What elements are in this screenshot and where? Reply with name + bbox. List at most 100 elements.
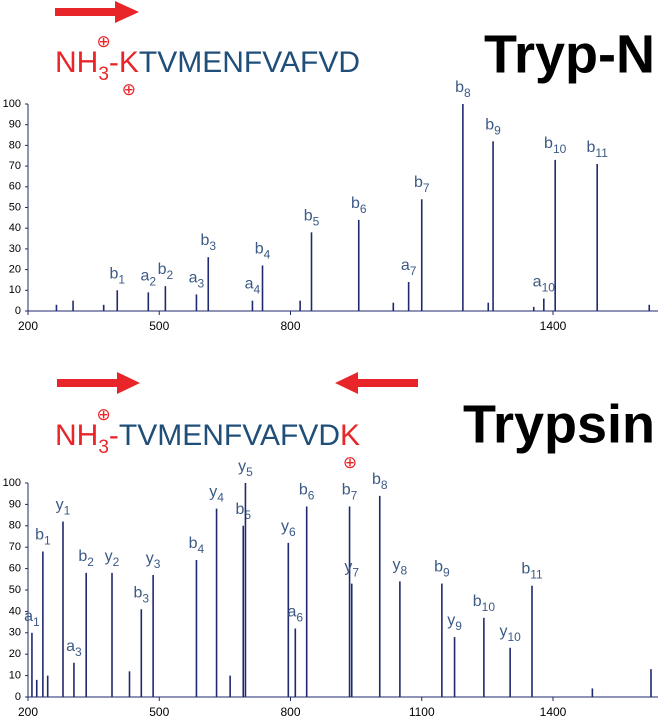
peak-label: b7: [342, 482, 358, 503]
ion-number: 3: [75, 645, 82, 659]
y-tick-label: 20: [9, 264, 21, 276]
peak-label: b5: [304, 207, 320, 228]
ion-type: b: [255, 240, 264, 257]
ion-type: b: [299, 482, 308, 499]
y-tick-label: 40: [9, 222, 21, 234]
ion-number: 7: [351, 489, 358, 503]
sequence-subscript: 3: [98, 64, 109, 85]
peak-label: a6: [288, 604, 304, 625]
ion-number: 3: [142, 591, 149, 605]
ion-type: b: [342, 482, 351, 499]
ion-type: b: [372, 471, 381, 488]
x-tick-label: 1100: [409, 705, 435, 716]
ion-number: 9: [494, 123, 501, 137]
peak-label: b9: [485, 116, 501, 137]
peak-label: y10: [499, 623, 521, 644]
ion-type: y: [344, 559, 352, 576]
y-tick-label: 10: [9, 284, 21, 296]
peak-label: y4: [209, 484, 224, 505]
ion-number: 6: [308, 489, 315, 503]
ion-type: b: [200, 232, 209, 249]
ion-type: a: [66, 638, 75, 655]
ion-number: 10: [553, 142, 567, 156]
ion-type: y: [209, 484, 217, 501]
peak-label: b5: [235, 501, 251, 522]
peak-label: b4: [255, 240, 271, 261]
peak-label: a7: [401, 257, 417, 278]
peak-label: b8: [372, 471, 388, 492]
ion-type: b: [455, 79, 464, 96]
ion-type: b: [235, 501, 244, 518]
y-tick-label: 20: [9, 648, 21, 660]
peak-label: a1: [24, 608, 40, 629]
ion-number: 5: [244, 508, 251, 522]
peak-label: b9: [434, 559, 450, 580]
ion-type: b: [485, 116, 494, 133]
peak-label: y6: [281, 518, 296, 539]
y-tick-label: 40: [9, 605, 21, 617]
ion-type: b: [158, 261, 167, 278]
ion-number: 3: [198, 276, 205, 290]
ion-type: y: [393, 556, 401, 573]
chart-title: Trypsin: [463, 394, 655, 454]
y-tick-label: 100: [3, 477, 21, 489]
ion-number: 2: [149, 274, 156, 288]
peak-label: a10: [533, 274, 556, 295]
sequence-text: TVMENFVAFVD: [119, 419, 340, 452]
peak-label: y2: [105, 548, 120, 569]
ion-number: 1: [118, 272, 125, 286]
charge-sign: ⊕: [97, 32, 111, 51]
x-tick-label: 500: [149, 705, 169, 716]
peak-label: b10: [544, 135, 567, 156]
sequence-subscript: 3: [98, 437, 109, 458]
ion-type: b: [434, 559, 443, 576]
peak-label: y8: [393, 556, 408, 577]
ion-type: a: [401, 257, 410, 274]
peak-label: a3: [189, 269, 205, 290]
y-tick-label: 50: [9, 201, 21, 213]
ion-number: 8: [401, 563, 408, 577]
ion-number: 4: [198, 542, 205, 556]
ion-number: 6: [360, 202, 367, 216]
peak-label: b8: [455, 79, 471, 100]
ion-number: 5: [246, 465, 253, 479]
ion-type: y: [499, 623, 507, 640]
peak-label: b10: [473, 593, 496, 614]
y-tick-label: 0: [15, 305, 21, 317]
x-tick-label: 200: [18, 705, 38, 716]
ion-number: 6: [289, 525, 296, 539]
ion-number: 9: [455, 619, 462, 633]
sequence-text: -K: [109, 46, 139, 79]
ion-type: b: [134, 584, 143, 601]
ion-type: a: [141, 267, 150, 284]
sequence-text: TVMENFVAFVD: [139, 46, 360, 79]
ion-type: a: [533, 274, 542, 291]
ion-number: 11: [530, 568, 543, 582]
y-tick-label: 80: [9, 139, 21, 151]
y-tick-label: 60: [9, 563, 21, 575]
y-tick-label: 30: [9, 627, 21, 639]
ion-type: b: [78, 548, 87, 565]
x-tick-label: 800: [280, 319, 300, 333]
ion-number: 5: [313, 214, 320, 228]
charge-sign: ⊕: [343, 453, 357, 472]
peak-label: y7: [344, 559, 359, 580]
ion-number: 1: [64, 504, 71, 518]
ion-type: a: [189, 269, 198, 286]
peak-label: b7: [414, 174, 430, 195]
peak-label: a3: [66, 638, 82, 659]
ion-number: 8: [464, 86, 471, 100]
peak-label: b6: [351, 195, 367, 216]
ion-number: 7: [423, 181, 430, 195]
peak-label: y9: [447, 612, 462, 633]
ion-number: 10: [542, 281, 556, 295]
ion-type: b: [35, 526, 44, 543]
sequence-text: NH: [55, 419, 98, 452]
ion-number: 2: [113, 555, 120, 569]
peak-label: b11: [521, 561, 543, 582]
peak-label: a2: [141, 267, 157, 288]
ion-type: b: [351, 195, 360, 212]
ion-number: 7: [410, 264, 417, 278]
arrow: [335, 372, 418, 394]
y-tick-label: 30: [9, 243, 21, 255]
